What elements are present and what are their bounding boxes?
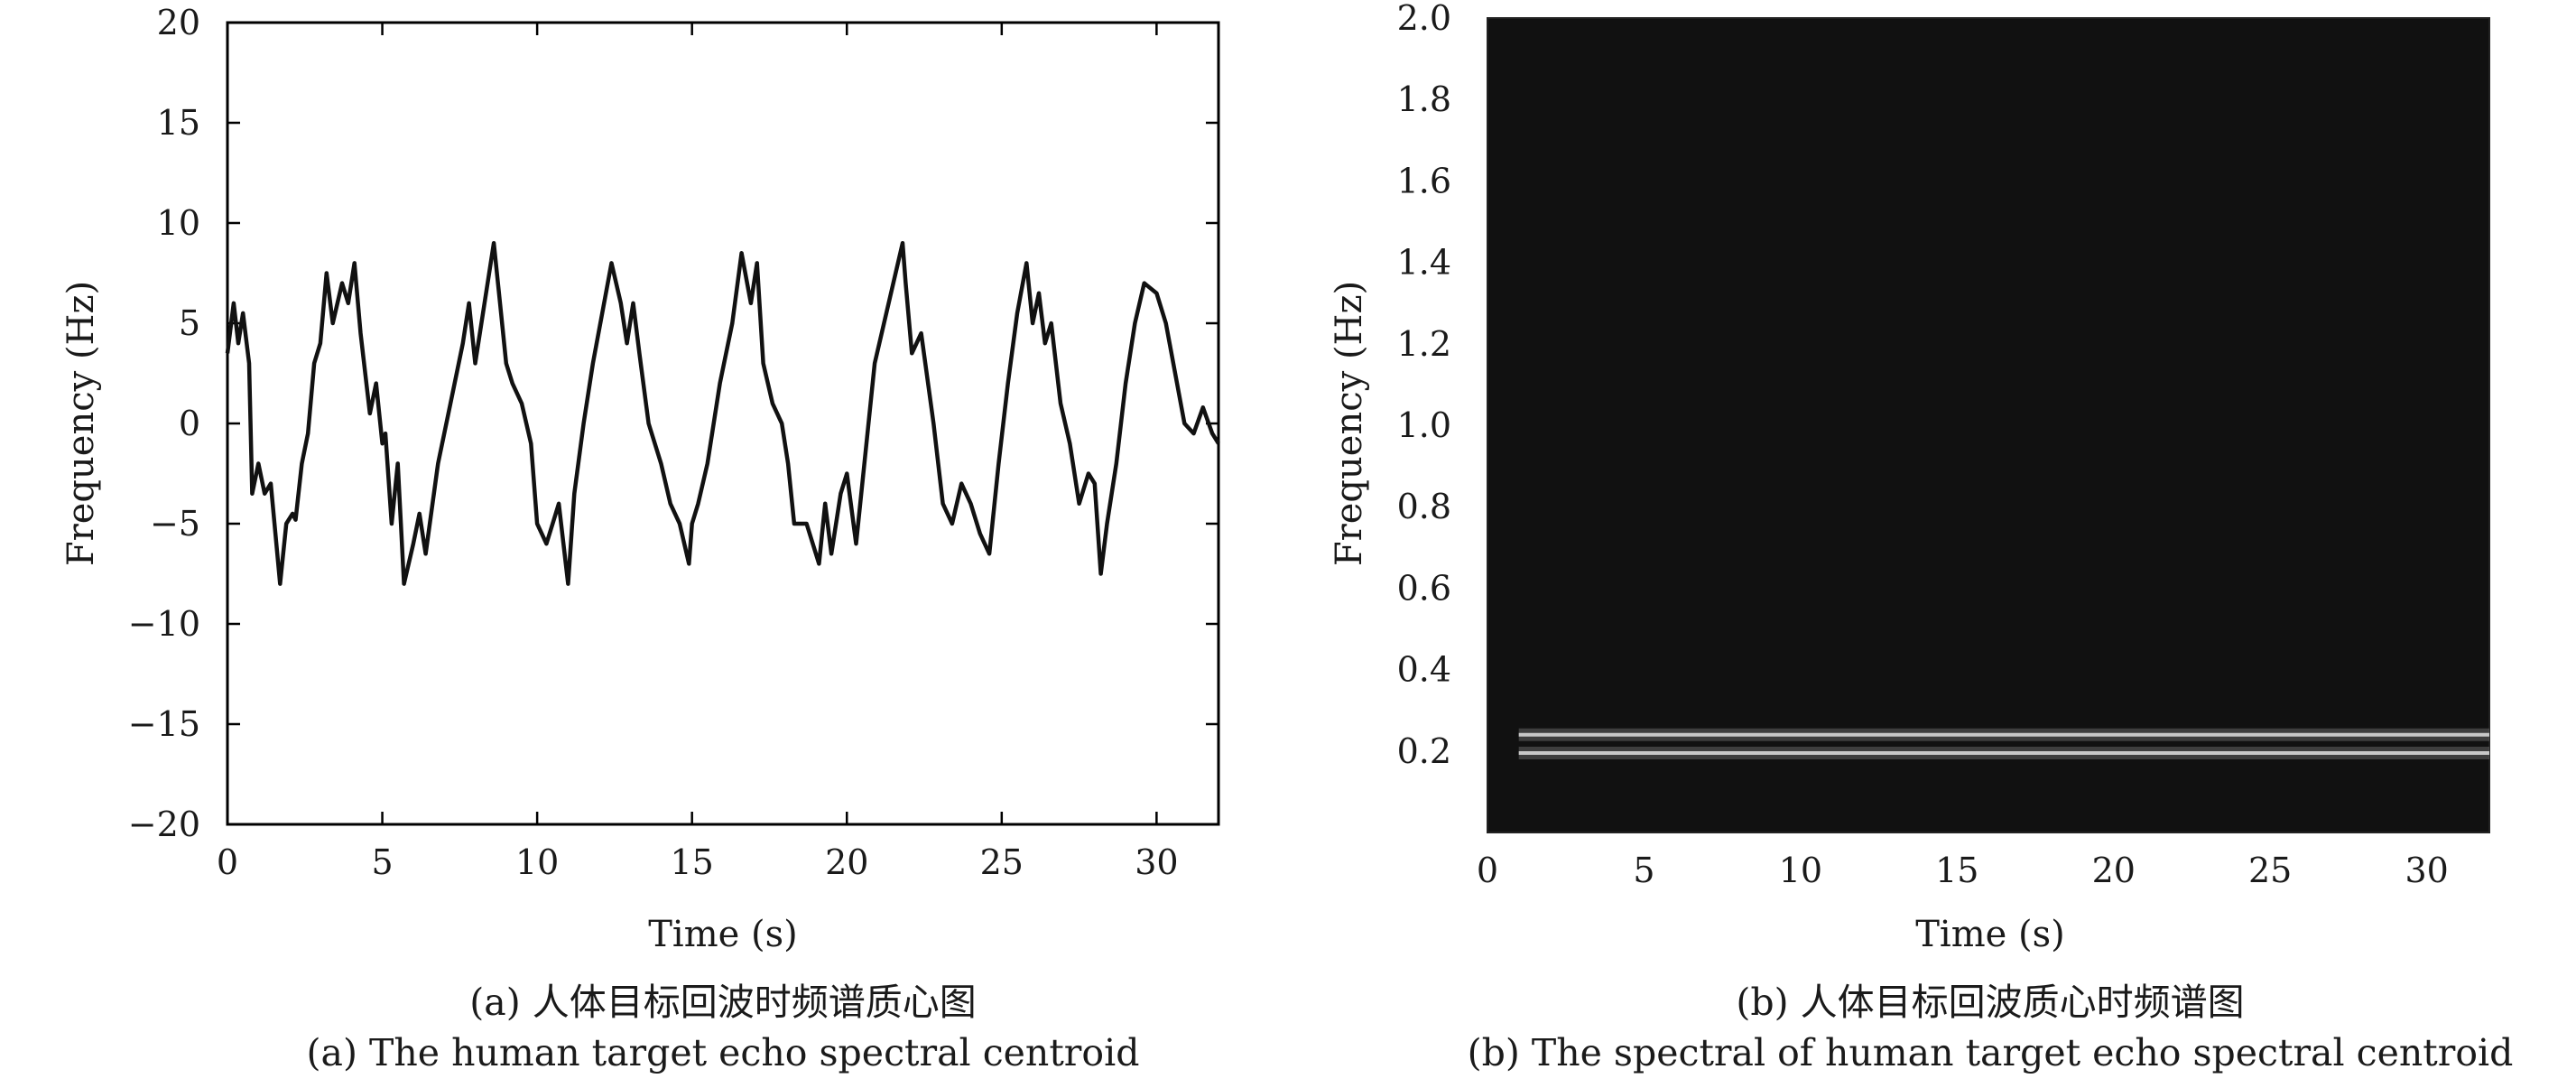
- caption-b-english: (b) The spectral of human target echo sp…: [1468, 1031, 2514, 1074]
- panel-b-y-tick-label: 0.4: [1397, 650, 1451, 690]
- panel-a: 0 5 10 15 20 25 30 20 15 10 5 0 −5 −10 −15 −20 Time (s)…: [60, 3, 1220, 955]
- panel-b: 0 5 10 15 20 25 30 2.0 1.8 1.6 1.4 1.2 1.0 0.8 0.6 0.4 0…: [1329, 0, 2490, 955]
- panel-b-x-tick-label: 0: [1477, 851, 1498, 890]
- panel-a-x-tick-label: 25: [980, 842, 1024, 882]
- panel-a-x-tick-label: 15: [671, 842, 714, 882]
- panel-b-y-tick-label: 1.0: [1397, 405, 1451, 445]
- panel-a-x-tick-label: 0: [217, 842, 238, 882]
- panel-a-y-tick-label: 15: [157, 103, 200, 143]
- panel-a-x-tick-label: 20: [825, 842, 868, 882]
- panel-a-x-tick-label: 30: [1135, 842, 1178, 882]
- panel-a-y-tick-label: −10: [128, 604, 200, 644]
- caption-a-chinese: (a) 人体目标回波时频谱质心图: [469, 981, 976, 1024]
- panel-b-x-axis-title: Time (s): [1915, 914, 2065, 955]
- panel-a-y-tick-label: 10: [157, 203, 200, 243]
- panel-a-ticks: 0 5 10 15 20 25 30 20 15 10 5 0 −5 −10 −15 −20: [128, 3, 1219, 882]
- panel-b-x-tick-label: 30: [2405, 851, 2448, 890]
- panel-a-y-tick-label: −20: [128, 804, 200, 844]
- panel-b-y-axis-title: Frequency (Hz): [1329, 281, 1370, 566]
- panel-a-data-line: [225, 240, 1220, 586]
- panel-b-x-tick-label: 20: [2092, 851, 2136, 890]
- panel-a-x-tick-label: 5: [371, 842, 393, 882]
- panel-a-x-axis-title: Time (s): [648, 914, 798, 955]
- panel-a-y-tick-label: −5: [150, 504, 200, 544]
- panel-b-x-tick-label: 10: [1779, 851, 1822, 890]
- panel-b-ticks: 0 5 10 15 20 25 30 2.0 1.8 1.6 1.4 1.2 1.0 0.8 0.6 0.4 0…: [1397, 0, 2449, 890]
- panel-b-y-tick-label: 1.6: [1397, 161, 1451, 200]
- panel-b-y-tick-label: 0.6: [1397, 568, 1451, 608]
- panel-b-y-tick-label: 1.4: [1397, 243, 1451, 283]
- panel-b-y-tick-label: 2.0: [1397, 0, 1451, 38]
- panel-a-y-tick-label: 0: [179, 404, 200, 443]
- panel-a-y-tick-label: −15: [128, 704, 200, 744]
- panel-a-y-tick-label: 20: [157, 3, 200, 42]
- panel-b-y-tick-label: 0.8: [1397, 487, 1451, 526]
- panel-b-y-tick-label: 0.2: [1397, 731, 1451, 771]
- panel-b-x-tick-label: 15: [1935, 851, 1978, 890]
- panel-a-y-tick-label: 5: [179, 303, 200, 343]
- panel-a-x-tick-label: 10: [515, 842, 559, 882]
- panel-b-bands: [1518, 728, 2489, 760]
- panel-b-y-tick-label: 1.8: [1397, 79, 1451, 119]
- panel-a-plot-frame: [226, 21, 1220, 826]
- panel-b-x-tick-label: 5: [1633, 851, 1654, 890]
- panel-b-x-tick-label: 25: [2248, 851, 2292, 890]
- caption-a-english: (a) The human target echo spectral centr…: [307, 1031, 1140, 1074]
- panel-b-y-tick-label: 1.2: [1397, 324, 1451, 364]
- caption-b-chinese: (b) 人体目标回波质心时频谱图: [1736, 981, 2244, 1024]
- panel-b-plot-area: [1487, 17, 2490, 833]
- panel-a-y-axis-title: Frequency (Hz): [60, 281, 102, 566]
